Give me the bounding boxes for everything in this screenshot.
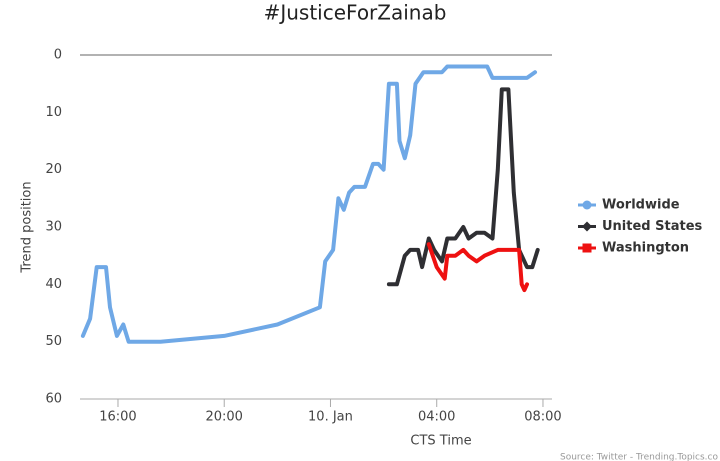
x-tick-label: 10. Jan (308, 410, 353, 425)
x-tick-label: 08:00 (524, 410, 561, 425)
legend-marker (582, 200, 592, 210)
legend-label: United States (602, 219, 703, 234)
y-tick-label: 20 (45, 162, 62, 177)
x-tick-label: 16:00 (99, 410, 136, 425)
chart-title: #JusticeForZainab (264, 1, 447, 25)
y-tick-label: 10 (45, 105, 62, 120)
legend-label: Washington (602, 241, 689, 256)
legend-marker (582, 243, 592, 253)
y-axis-title: Trend position (20, 181, 35, 273)
y-tick-label: 60 (45, 392, 62, 407)
y-tick-label: 50 (45, 334, 62, 349)
series-line (426, 242, 529, 293)
series-line (386, 87, 540, 287)
y-tick-label: 30 (45, 220, 62, 235)
y-tick-label: 40 (45, 277, 62, 292)
y-tick-label: 0 (54, 48, 62, 63)
x-tick-label: 20:00 (205, 410, 242, 425)
x-axis-title: CTS Time (410, 434, 471, 449)
series-line (80, 64, 537, 344)
legend-marker (582, 221, 592, 232)
x-tick-label: 04:00 (418, 410, 455, 425)
source-note: Source: Twitter - Trending.Topics.co (560, 453, 718, 461)
legend-label: Worldwide (602, 198, 680, 213)
